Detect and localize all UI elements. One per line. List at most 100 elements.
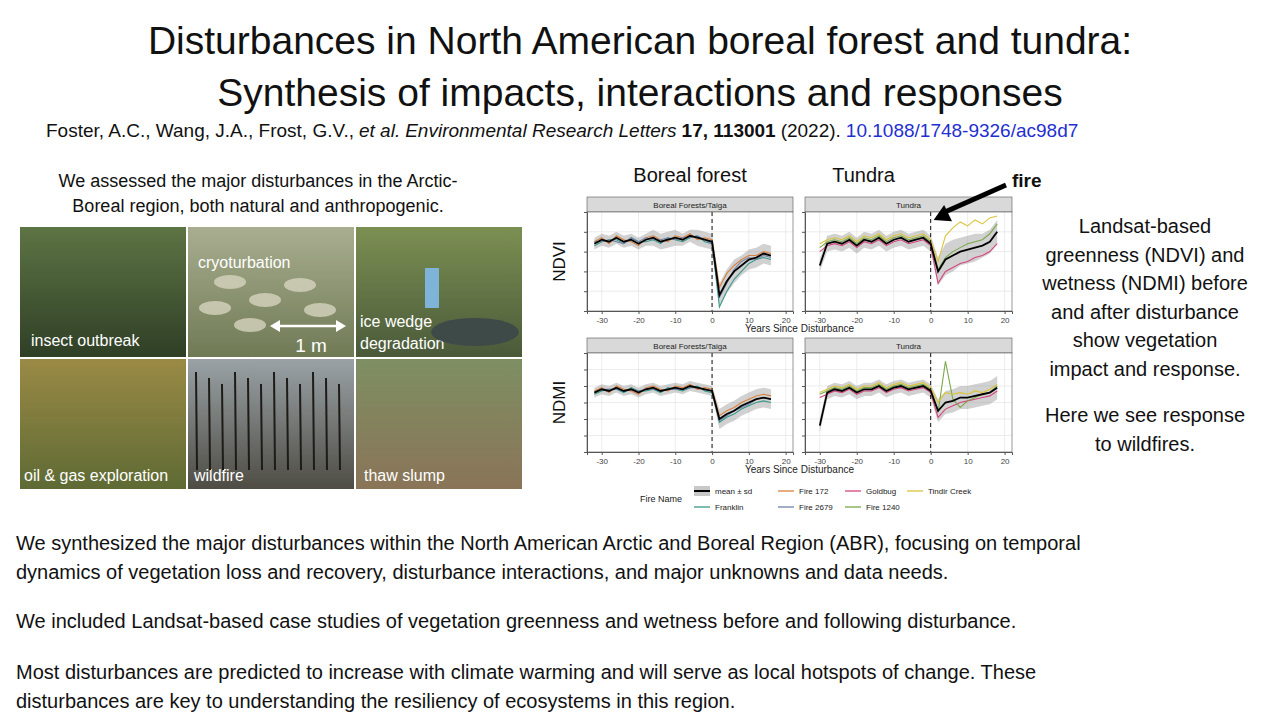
grid-line — [930, 212, 931, 311]
facet-title: Tundra — [896, 201, 922, 210]
marks — [594, 353, 771, 452]
tick-label: 20 — [1001, 316, 1010, 325]
photo-detail — [199, 301, 231, 315]
tick — [802, 403, 805, 404]
facet-strip — [805, 338, 1012, 353]
photo-label: ice wedge — [360, 313, 432, 330]
grid-line — [785, 353, 786, 452]
fire-line — [820, 388, 997, 418]
tick-mark — [786, 452, 787, 455]
column-header: Tundra — [832, 164, 896, 186]
tick — [584, 403, 587, 404]
tick-mark — [802, 252, 805, 253]
photo — [20, 359, 186, 489]
disturbance-line — [930, 212, 931, 311]
photo-detail — [431, 318, 519, 346]
tick-label: -30 — [815, 316, 827, 325]
legend-key — [694, 490, 710, 492]
photo-detail — [287, 378, 288, 470]
fire-line — [594, 386, 771, 422]
tick-label: 20 — [1001, 457, 1010, 466]
tick-label: -10 — [888, 457, 900, 466]
tick: 0 — [929, 452, 934, 466]
tick-label: -10 — [670, 457, 682, 466]
grid-line — [819, 353, 820, 452]
page: Disturbances in North American boreal fo… — [0, 0, 1280, 720]
citation-journal: Environmental Research Letters — [405, 120, 677, 141]
legend-key — [845, 506, 861, 507]
grid-line — [785, 212, 786, 311]
paragraph: disturbances are key to understanding th… — [16, 690, 735, 712]
grid-line — [587, 271, 793, 272]
tick-label: 0 — [929, 316, 934, 325]
tick: 20 — [1001, 452, 1010, 466]
photo-detail — [222, 384, 223, 470]
side-note: Here we see response — [1045, 404, 1245, 426]
citation: Foster, A.C., Wang, J.A., Frost, G.V.,et… — [46, 120, 1078, 141]
side-note: to wildfires. — [1095, 433, 1195, 455]
tick: -30 — [815, 452, 827, 466]
sd-band — [820, 220, 997, 285]
photo-detail — [425, 268, 439, 308]
tick-label: 10 — [964, 457, 973, 466]
facet-title: Boreal Forests/Taiga — [653, 201, 727, 210]
plot-background — [805, 353, 1012, 452]
legend-label: Franklin — [715, 503, 743, 512]
x-axis: -30-20-1001020 — [806, 311, 1013, 325]
grid-line — [856, 212, 857, 311]
plot-background — [805, 212, 1012, 311]
axis-line — [584, 354, 588, 453]
fire-line — [594, 236, 771, 307]
axis-line — [802, 213, 806, 312]
y-axis — [802, 213, 806, 312]
tick-mark — [1005, 452, 1006, 455]
photo-detail — [304, 303, 336, 317]
plot-frame — [805, 212, 1012, 311]
legend-key — [694, 506, 710, 507]
tick — [802, 232, 805, 233]
marks — [594, 212, 771, 311]
grid-line — [587, 369, 793, 370]
tick — [584, 419, 587, 420]
fire-line — [594, 236, 771, 297]
tick-label: -20 — [633, 316, 645, 325]
y-axis — [584, 354, 588, 453]
tick-label: -30 — [815, 457, 827, 466]
tick — [802, 370, 805, 371]
legend-label: Fire 1240 — [866, 503, 900, 512]
tick-mark — [1005, 311, 1006, 314]
sd-band — [594, 230, 771, 307]
marks — [820, 212, 997, 311]
tick — [584, 370, 587, 371]
grid-line — [805, 231, 1012, 232]
tick-mark — [584, 436, 587, 437]
tick: 0 — [710, 311, 715, 325]
fire-line — [820, 216, 997, 262]
facet-strip — [587, 197, 793, 212]
tick-mark — [584, 386, 587, 387]
sd-band — [820, 376, 997, 432]
disturbance-line — [930, 353, 931, 452]
photo — [188, 227, 354, 357]
tick-mark — [894, 311, 895, 314]
photo-grid: insect outbreakcryoturbationice wedgedeg… — [20, 227, 522, 489]
tick-label: -20 — [851, 316, 863, 325]
mean-line — [820, 232, 997, 272]
citation-doi[interactable]: 10.1088/1748-9326/ac98d7 — [846, 120, 1078, 141]
citation-volume: 17, 113001 — [682, 120, 776, 141]
tick: -30 — [815, 311, 827, 325]
photo-label: thaw slump — [364, 467, 445, 484]
legend-title: Fire Name — [640, 494, 682, 504]
tick-label: 0 — [710, 316, 715, 325]
mean-line — [594, 386, 771, 419]
x-axis: -30-20-1001020 — [806, 452, 1013, 466]
facet-strip — [805, 197, 1012, 212]
grid-line — [1004, 212, 1005, 311]
scale-bar-arrow — [270, 320, 280, 332]
tick-mark — [802, 419, 805, 420]
axis-line — [584, 213, 588, 312]
side-text: show vegetation — [1073, 329, 1218, 351]
tick-mark — [857, 452, 858, 455]
fire-line — [820, 224, 997, 270]
axis-line — [806, 453, 1013, 456]
